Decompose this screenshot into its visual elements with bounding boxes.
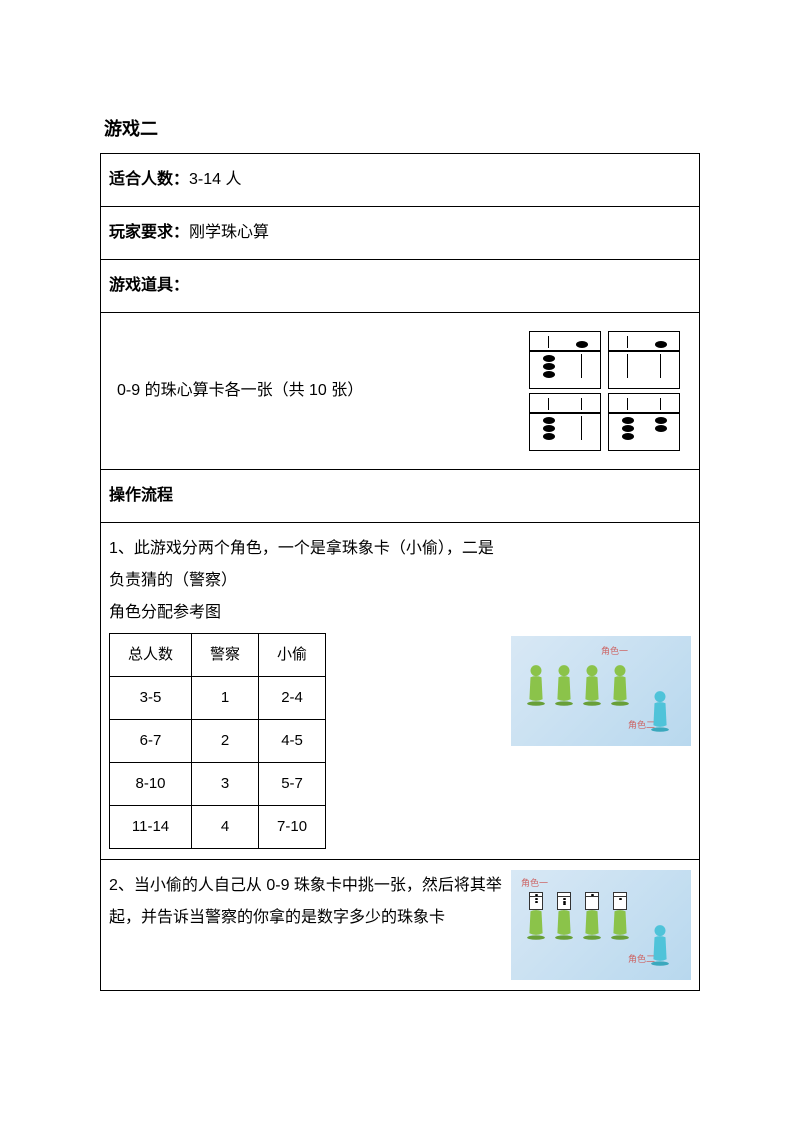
role-cell: 5-7 (259, 763, 326, 806)
requirement-value: 刚学珠心算 (189, 224, 269, 241)
props-description: 0-9 的珠心算卡各一张（共 10 张） (109, 335, 521, 447)
step1-subtitle: 角色分配参考图 (109, 597, 503, 629)
abacus-card (608, 331, 680, 389)
role-cell: 11-14 (110, 806, 192, 849)
flow-label: 操作流程 (109, 487, 173, 504)
abacus-card (529, 331, 601, 389)
role-header: 警察 (192, 634, 259, 677)
props-label: 游戏道具： (109, 277, 189, 294)
step1-intro: 1、此游戏分两个角色，一个是拿珠象卡（小偷），二是负责猜的（警察） (109, 533, 503, 597)
abacus-card (529, 393, 601, 451)
role-cell: 3-5 (110, 677, 192, 720)
row-flow-label: 操作流程 (101, 470, 700, 523)
role-cell: 1 (192, 677, 259, 720)
people-value: 3-14 人 (189, 171, 241, 188)
row-requirement: 玩家要求：刚学珠心算 (101, 207, 700, 260)
role-cell: 3 (192, 763, 259, 806)
row-props-content: 0-9 的珠心算卡各一张（共 10 张） (101, 313, 700, 470)
role-header: 小偷 (259, 634, 326, 677)
scene-role1-label: 角色一 (601, 642, 628, 660)
step2-text: 2、当小偷的人自己从 0-9 珠象卡中挑一张，然后将其举起，并告诉当警察的你拿的… (109, 870, 511, 980)
role-cell: 7-10 (259, 806, 326, 849)
row-step-2: 2、当小偷的人自己从 0-9 珠象卡中挑一张，然后将其举起，并告诉当警察的你拿的… (101, 860, 700, 991)
role-cell: 4 (192, 806, 259, 849)
step1-scene-image: 角色一 (511, 636, 691, 746)
abacus-card (608, 393, 680, 451)
row-step-1: 1、此游戏分两个角色，一个是拿珠象卡（小偷），二是负责猜的（警察） 角色分配参考… (101, 523, 700, 860)
step2-scene-image: 角色一 (511, 870, 691, 980)
role-header: 总人数 (110, 634, 192, 677)
row-people: 适合人数：3-14 人 (101, 154, 700, 207)
abacus-cards-image (521, 323, 691, 459)
page-title: 游戏二 (100, 115, 700, 141)
role-cell: 6-7 (110, 720, 192, 763)
people-label: 适合人数： (109, 171, 189, 188)
role-cell: 2-4 (259, 677, 326, 720)
role-cell: 8-10 (110, 763, 192, 806)
requirement-label: 玩家要求： (109, 224, 189, 241)
role-cell: 2 (192, 720, 259, 763)
scene-role2-label: 角色二 (628, 716, 655, 734)
role-distribution-table: 总人数 警察 小偷 3-5 1 2-4 6-7 2 (109, 633, 326, 849)
scene-role1-label: 角色一 (521, 874, 548, 892)
row-props-label: 游戏道具： (101, 260, 700, 313)
game-info-table: 适合人数：3-14 人 玩家要求：刚学珠心算 游戏道具： 0-9 的珠心算卡各一… (100, 153, 700, 991)
role-cell: 4-5 (259, 720, 326, 763)
scene-role2-label: 角色二 (628, 950, 655, 968)
